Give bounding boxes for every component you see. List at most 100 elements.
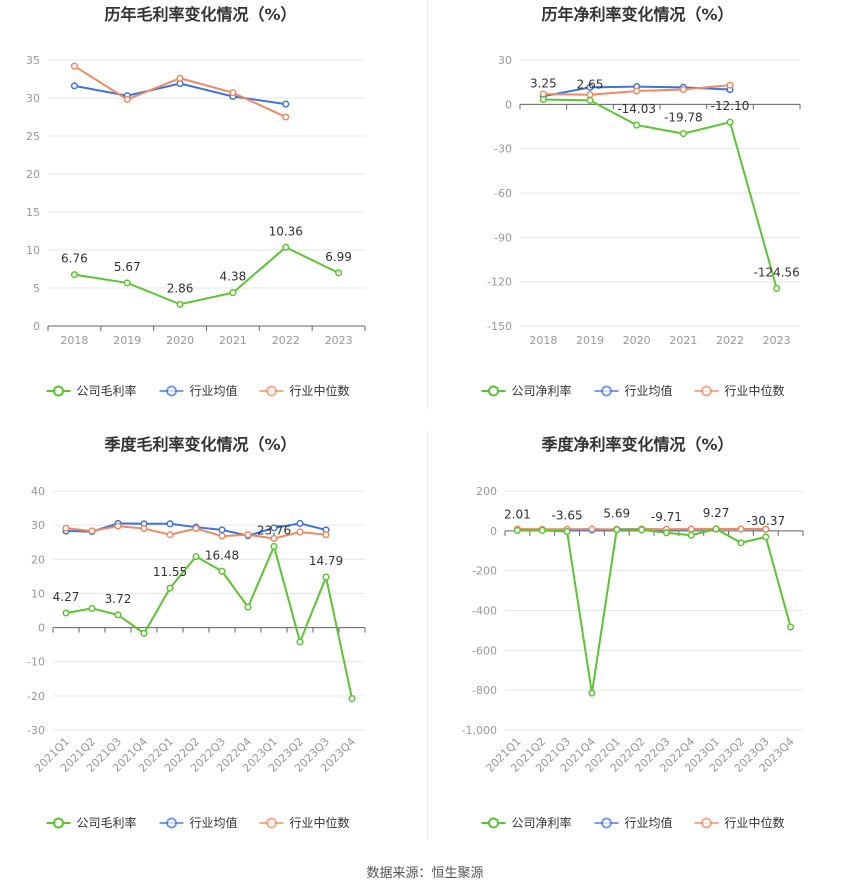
data-point-median [687,525,695,533]
legend-marker [701,817,712,829]
chart-svg: 历年净利率变化情况（%） -150 -120 -90 -60 -30 0 30 2018 2019… [481,5,801,398]
y-tick-label: -600 [472,644,497,657]
data-point-median [726,81,734,89]
data-point-company [140,629,148,637]
data-point-company [762,533,770,541]
data-label: 6.76 [61,252,88,266]
data-label: 2.01 [504,507,531,521]
y-tick-label: 30 [26,92,40,105]
legend-label: 行业中位数 [725,815,785,830]
legend-marker [601,385,612,397]
legend-label: 行业均值 [190,815,238,830]
y-tick-label: -60 [494,187,512,200]
y-tick-label: -30 [27,724,45,737]
data-point-median [166,531,174,539]
y-tick-label: 30 [31,519,45,532]
data-point-avg [218,526,226,534]
chart-title: 历年毛利率变化情况（%） [104,5,296,24]
series-line-company [65,543,353,699]
y-tick-label: 30 [498,54,512,67]
x-tick-label: 2023 [325,334,353,347]
y-tick-label: -400 [472,605,497,618]
data-label: 16.48 [205,548,239,562]
data-point-company [613,526,621,534]
x-tick-label: 2021 [219,334,247,347]
data-point-company [787,623,795,631]
data-point-median [229,89,237,97]
data-point-company [244,603,252,611]
legend-label: 行业均值 [625,383,673,398]
data-label: -124.56 [754,265,800,279]
data-point-company [737,539,745,547]
data-point-median [296,528,304,536]
data-point-median [244,531,252,539]
data-point-company [335,269,343,277]
data-point-median [123,95,131,104]
data-point-company [679,130,687,138]
data-label: 3.72 [105,592,132,606]
data-point-company [62,609,70,617]
chart-svg: 季度净利率变化情况（%）-1,000-800-600-400-200020020… [462,435,804,830]
y-tick-label: -200 [472,565,497,578]
y-tick-label: 20 [26,168,40,181]
data-point-company [662,529,670,537]
chart-svg: 季度毛利率变化情况（%）-30-20-100102030402021Q12021… [27,435,366,830]
data-point-company [70,271,78,279]
legend-marker [166,385,177,397]
data-label: -14.03 [617,102,656,116]
data-point-median [270,534,278,543]
legend-item-median: 行业中位数 [259,815,350,830]
x-tick-label: 2018 [529,334,557,347]
data-label: 5.69 [603,507,630,521]
y-tick-label: 20 [31,553,45,566]
legend-marker [701,385,712,397]
legend-label: 行业均值 [190,383,238,398]
data-point-company [218,567,226,575]
data-point-company [123,279,131,287]
data-point-avg [282,100,290,108]
x-tick-label: 2020 [623,334,651,347]
data-point-company [282,243,290,251]
data-label: -30.37 [746,514,785,528]
data-point-company [633,121,641,129]
data-point-company [588,689,596,697]
y-tick-label: 0 [33,320,40,333]
data-point-avg [166,520,174,528]
y-tick-label: -10 [27,656,45,669]
data-point-median [633,87,641,95]
data-point-median [192,525,200,533]
y-tick-label: -1,000 [462,724,497,737]
data-point-company [513,526,521,534]
data-label: 9.27 [703,506,730,520]
data-point-median [539,90,547,98]
data-point-median [679,86,687,94]
y-tick-label: -800 [472,684,497,697]
data-point-company [712,525,720,533]
data-label: 4.27 [53,590,80,604]
chart-panel-annual-gross-margin: 历年毛利率变化情况（%） 0 5 10 15 20 25 30 35 2018 2019 2020 20… [0,0,425,430]
legend-item-avg: 行业均值 [159,383,238,398]
legend-label: 公司净利率 [512,383,572,398]
data-point-median [114,522,122,530]
legend-marker [53,385,64,397]
y-tick-label: 10 [31,587,45,600]
data-point-company [687,531,695,539]
y-tick-label: 40 [31,485,45,498]
data-point-median [88,527,96,535]
data-point-median [737,525,745,533]
legend-marker [601,817,612,829]
x-tick-label: 2022 [716,334,744,347]
data-point-avg [70,82,78,90]
data-point-avg [586,83,594,91]
data-point-company [270,542,278,550]
data-source-text: 数据来源：恒生聚源 [366,866,484,881]
data-point-median [176,74,184,82]
data-point-median [70,62,78,70]
x-tick-label: 2018 [60,334,88,347]
y-tick-label: -120 [487,276,512,289]
panel-divider [427,0,428,410]
x-tick-label: 2023 [763,334,791,347]
legend-item-company: 公司净利率 [481,815,572,830]
data-point-company [348,695,356,703]
data-label: 10.36 [269,224,303,238]
